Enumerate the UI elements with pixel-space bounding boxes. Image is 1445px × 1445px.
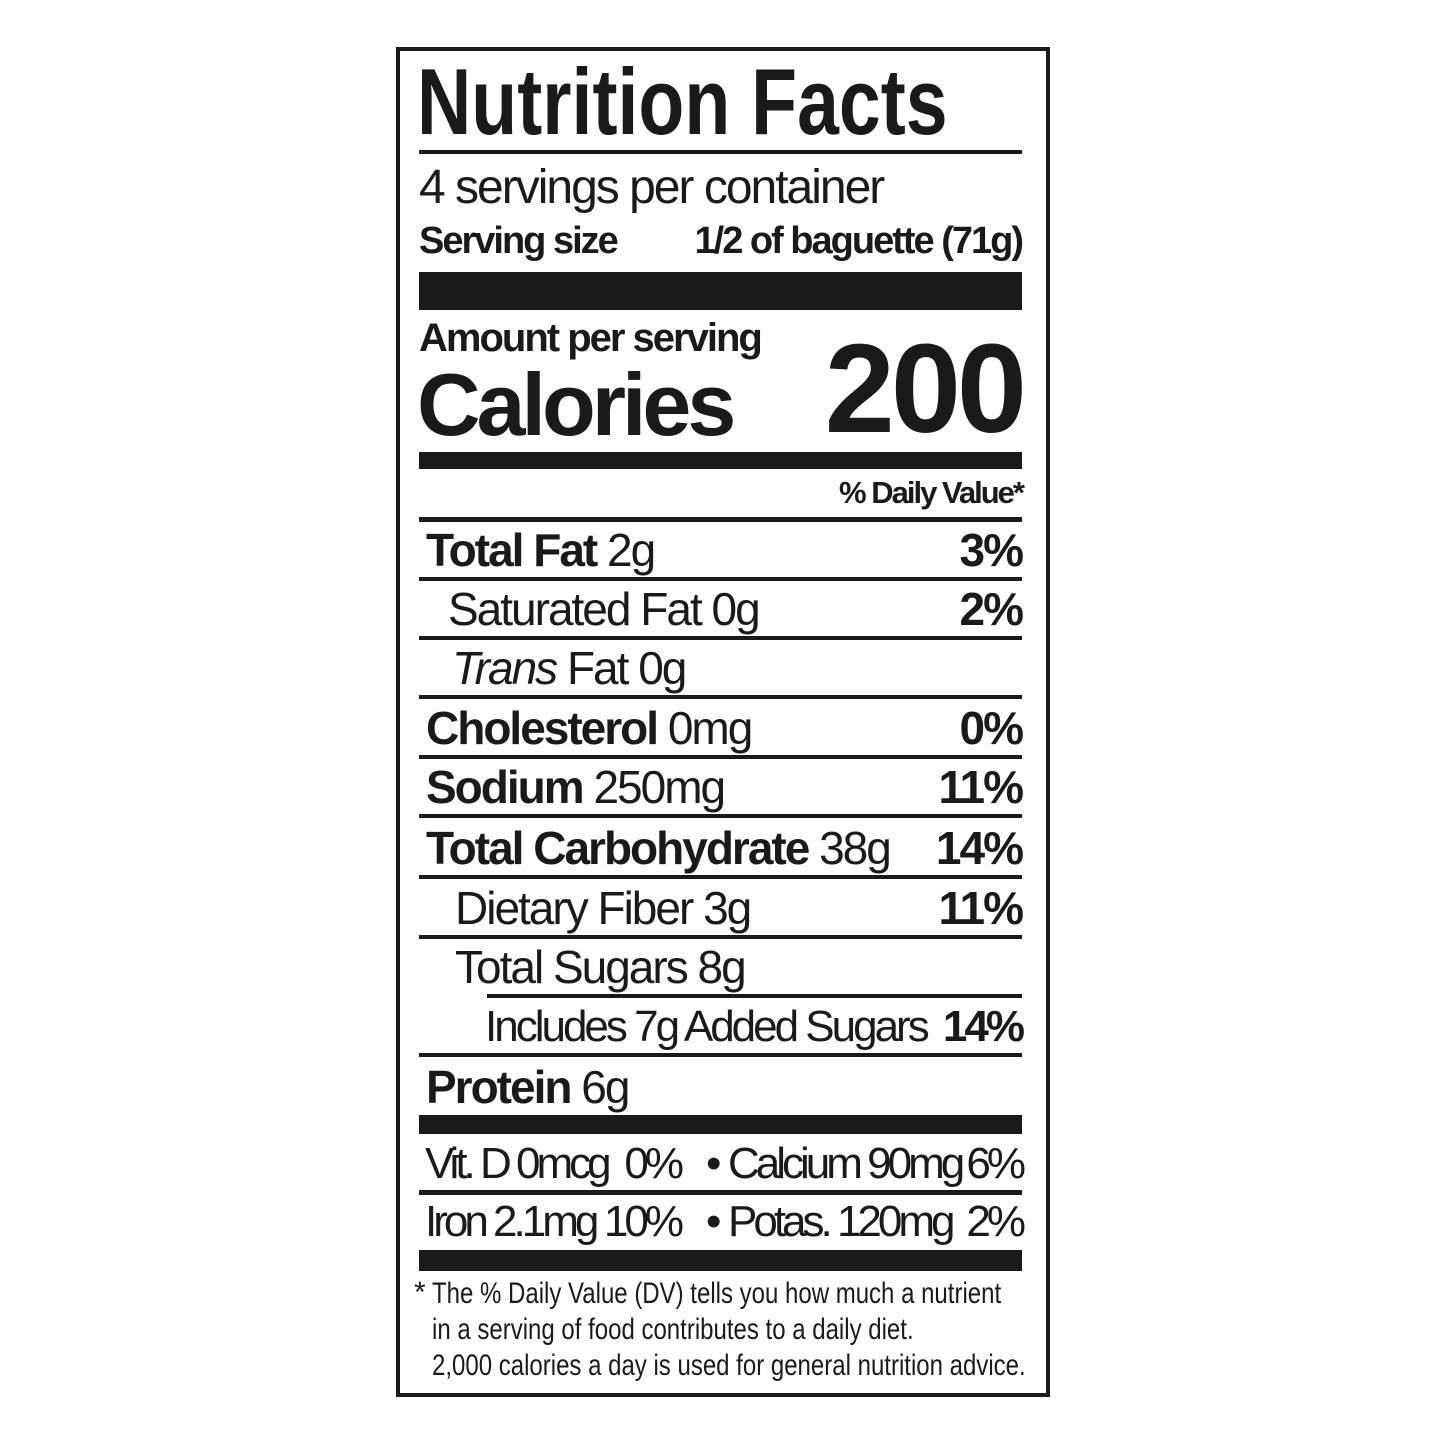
divider — [419, 577, 1022, 581]
nutrient-name-rest: Fat — [566, 642, 629, 694]
nutrient-name: Includes 7g Added Sugars — [485, 1002, 930, 1051]
micronutrient-row: Iron 2.1mg 10% • Potas. 120mg 2% — [425, 1195, 1026, 1249]
medium-divider — [419, 452, 1022, 469]
nutrient-name: Trans — [452, 642, 558, 694]
footnote-text: 2,000 calories a day is used for general… — [432, 1349, 1026, 1382]
nutrient-amount: 6g — [581, 1061, 630, 1113]
thick-divider — [419, 1250, 1022, 1271]
nutrient-amount: 250mg — [593, 761, 726, 813]
divider — [487, 994, 1022, 998]
title-text: Nutrition Facts — [417, 49, 948, 154]
footnote-text: The % Daily Value (DV) tells you how muc… — [432, 1277, 1002, 1310]
nutrient-name: Protein — [426, 1061, 572, 1113]
bullet-separator: • — [706, 1197, 722, 1246]
servings-text: 4 servings per container — [419, 161, 885, 214]
thick-divider — [419, 272, 1022, 310]
nutrient-dv: 0% — [959, 702, 1025, 754]
divider — [419, 1053, 1022, 1057]
divider — [419, 1190, 1022, 1195]
micronutrient-name: Potas. 120mg — [728, 1197, 955, 1246]
serving-size-label: Serving size — [419, 218, 619, 264]
nutrient-row-dietary-fiber: Dietary Fiber 3g 11% — [455, 880, 1024, 936]
nutrient-amount: 38g — [819, 822, 892, 874]
nutrient-row-added-sugars: Includes 7g Added Sugars 14% — [485, 999, 1025, 1055]
micronutrient-name: Iron 2.1mg — [425, 1197, 599, 1246]
micronutrient-dv: 6% — [966, 1139, 1026, 1188]
micronutrient-name: Vit. D 0mcg — [425, 1139, 612, 1188]
amount-per-serving: Amount per serving — [419, 316, 763, 360]
nutrient-dv: 3% — [959, 524, 1025, 576]
nutrient-row-total-carbohydrate: Total Carbohydrate 38g 14% — [426, 820, 1024, 876]
micronutrient-row: Vit. D 0mcg 0% • Calcium 90mg 6% — [425, 1136, 1026, 1192]
divider — [419, 875, 1022, 879]
nutrient-row-total-fat: Total Fat 2g 3% — [426, 522, 1025, 578]
footnote-asterisk: * — [414, 1276, 426, 1309]
thick-divider — [419, 1115, 1022, 1134]
nutrient-row-total-sugars: Total Sugars 8g — [455, 941, 1022, 993]
divider — [419, 150, 1022, 154]
micronutrient-dv: 2% — [966, 1197, 1026, 1246]
divider — [419, 517, 1022, 522]
footnote-line: The % Daily Value (DV) tells you how muc… — [432, 1276, 1143, 1312]
nutrient-name: Cholesterol — [426, 702, 659, 754]
nutrient-name: Total Carbohydrate — [426, 822, 810, 874]
nutrient-amount: 3g — [703, 882, 752, 934]
daily-value-header-text: % Daily Value* — [839, 475, 1025, 510]
nutrient-name: Saturated Fat — [448, 583, 703, 635]
serving-size-value-text: 1/2 of baguette (71g) — [694, 220, 1024, 262]
nutrient-name: Total Sugars — [455, 941, 689, 993]
nutrient-name: Total Fat — [426, 524, 598, 576]
amount-per-serving-text: Amount per serving — [419, 316, 763, 360]
divider — [419, 636, 1022, 640]
divider — [419, 755, 1022, 759]
label-title: Nutrition Facts — [417, 52, 1080, 152]
nutrient-name: Dietary Fiber — [455, 882, 694, 934]
nutrient-row-protein: Protein 6g — [426, 1059, 1022, 1115]
divider — [419, 695, 1022, 699]
footnote-line: in a serving of food contributes to a da… — [432, 1312, 1034, 1348]
daily-value-header: % Daily Value* — [839, 474, 1025, 512]
nutrient-amount: 2g — [607, 524, 656, 576]
nutrient-dv: 2% — [959, 583, 1025, 635]
bullet-separator: • — [706, 1139, 722, 1188]
nutrient-amount: 0g — [711, 583, 761, 635]
footnote-text: in a serving of food contributes to a da… — [432, 1313, 914, 1346]
nutrient-amount: 0g — [638, 642, 687, 694]
calories-label: Calories — [417, 361, 736, 449]
servings-per-container: 4 servings per container — [419, 160, 885, 216]
nutrient-amount: 0mg — [667, 702, 753, 754]
nutrient-dv: 11% — [938, 761, 1024, 813]
calories-label-text: Calories — [417, 355, 736, 454]
serving-size-value: 1/2 of baguette (71g) — [694, 218, 1024, 264]
nutrient-dv: 11% — [938, 882, 1024, 934]
micronutrient-dv: 0% — [624, 1139, 684, 1188]
nutrient-row-cholesterol: Cholesterol 0mg 0% — [426, 700, 1025, 756]
nutrition-label-border — [396, 47, 1050, 1397]
nutrient-dv: 14% — [942, 1002, 1025, 1051]
nutrient-row-sodium: Sodium 250mg 11% — [426, 759, 1024, 815]
micronutrient-dv: 10% — [603, 1197, 684, 1246]
divider — [419, 814, 1022, 818]
nutrient-name: Sodium — [426, 761, 585, 813]
nutrient-dv: 14% — [935, 822, 1024, 874]
divider — [419, 935, 1022, 939]
calories-value: 200 — [825, 326, 1027, 452]
micronutrient-name: Calcium 90mg — [728, 1139, 965, 1188]
serving-size-label-text: Serving size — [419, 220, 619, 262]
nutrient-row-trans-fat: Trans Fat 0g — [452, 640, 1022, 696]
calories-value-text: 200 — [824, 318, 1027, 459]
nutrient-row-saturated-fat: Saturated Fat 0g 2% — [448, 581, 1025, 637]
footnote-line: 2,000 calories a day is used for general… — [432, 1348, 1174, 1384]
nutrient-amount: 8g — [697, 941, 746, 993]
